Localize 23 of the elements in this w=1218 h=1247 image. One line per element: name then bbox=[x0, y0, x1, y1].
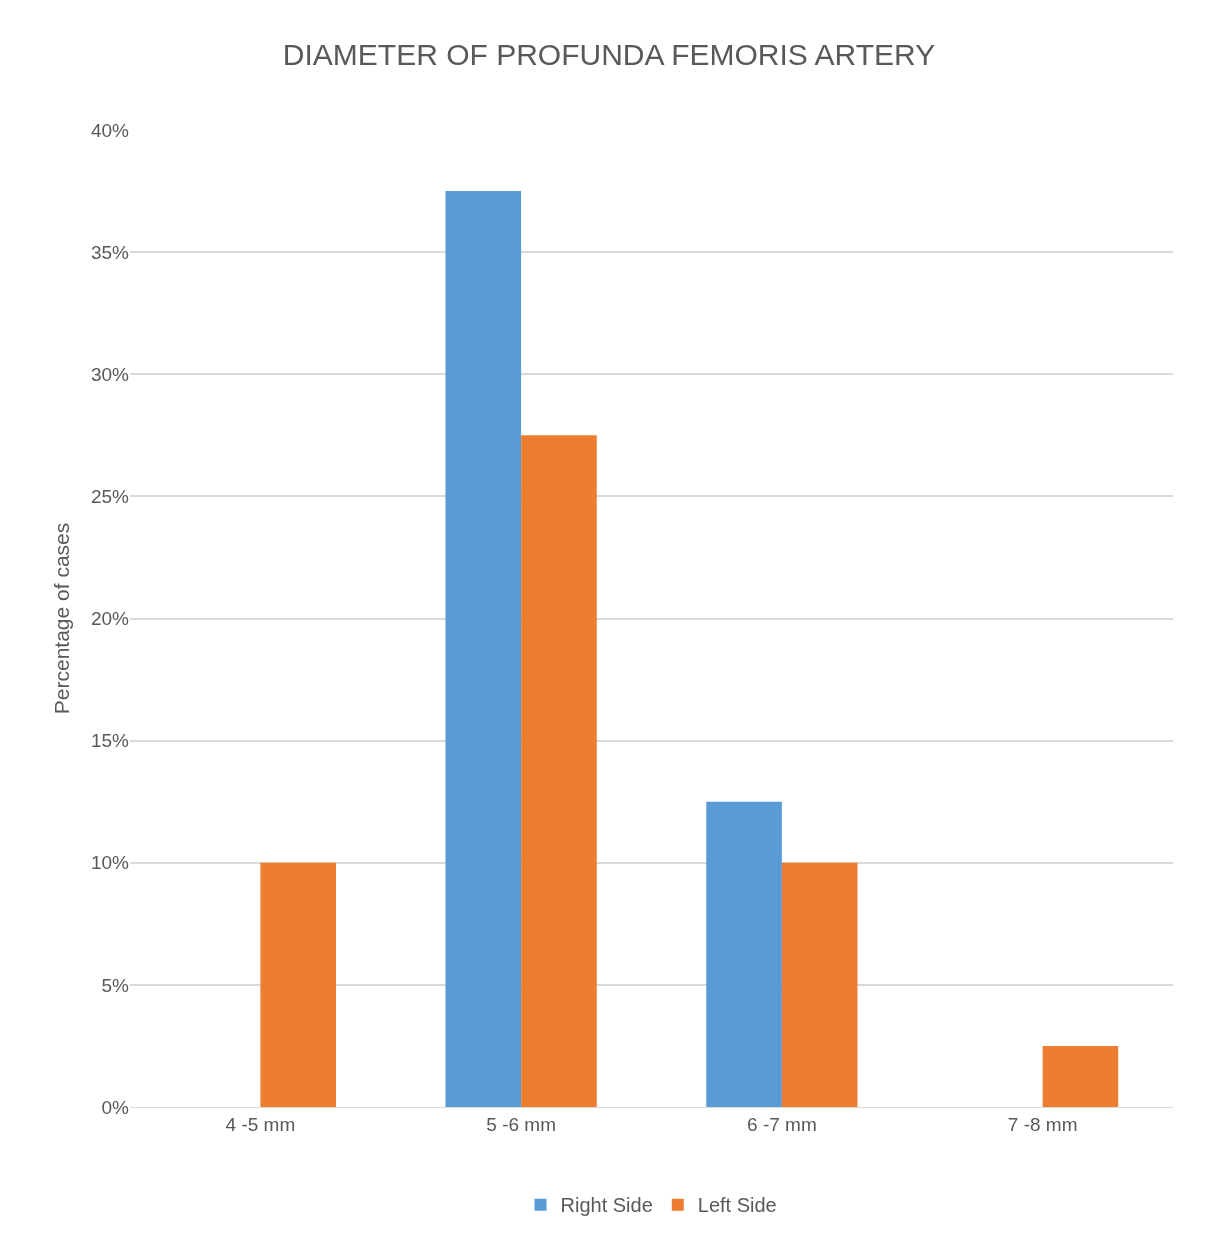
x-tick-label: 7 -8 mm bbox=[1007, 1113, 1078, 1135]
y-axis-title: Percentage of cases bbox=[50, 522, 74, 715]
y-tick-label: 40% bbox=[90, 119, 130, 141]
y-tick-label: 15% bbox=[90, 730, 130, 752]
bar bbox=[445, 191, 522, 1107]
y-tick-label: 25% bbox=[90, 486, 130, 508]
chart-title: DIAMETER OF PROFUNDA FEMORIS ARTERY bbox=[282, 37, 936, 71]
y-tick-label: 20% bbox=[90, 608, 130, 630]
y-tick-label: 30% bbox=[90, 363, 130, 385]
y-tick-label: 0% bbox=[101, 1096, 130, 1118]
bar bbox=[706, 801, 782, 1107]
bar bbox=[781, 862, 858, 1107]
bar bbox=[1042, 1045, 1119, 1107]
bar bbox=[260, 862, 336, 1107]
x-tick-label: 5 -6 mm bbox=[486, 1113, 556, 1135]
x-tick-label: 6 -7 mm bbox=[747, 1113, 817, 1135]
legend-label: Right Side bbox=[560, 1194, 653, 1217]
y-tick-label: 10% bbox=[90, 852, 130, 874]
y-tick-label: 35% bbox=[90, 241, 130, 263]
legend-label: Left Side bbox=[697, 1194, 777, 1217]
x-tick-label: 4 -5 mm bbox=[225, 1113, 296, 1135]
bar bbox=[521, 435, 597, 1107]
y-tick-label: 5% bbox=[101, 974, 130, 996]
